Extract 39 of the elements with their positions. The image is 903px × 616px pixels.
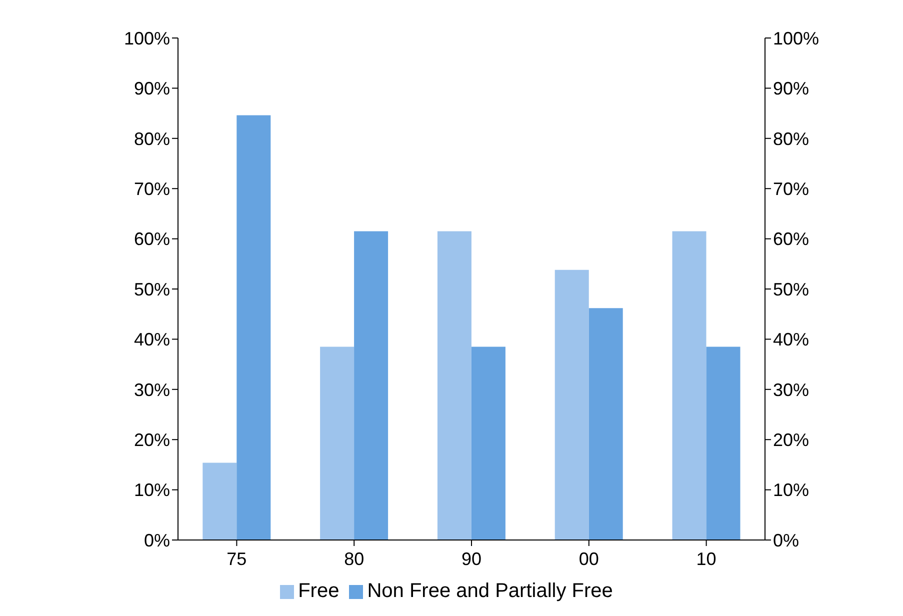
y-tick-label: 60% xyxy=(134,229,170,250)
y-tick-label: 70% xyxy=(134,178,170,199)
bar xyxy=(236,115,271,540)
bar xyxy=(202,462,237,540)
y2-tick-label: 50% xyxy=(773,279,810,300)
x-tick-label: 80 xyxy=(344,548,364,569)
bar xyxy=(588,308,623,540)
y-tick-label: 80% xyxy=(134,128,170,149)
y-tick-label: 20% xyxy=(134,430,170,450)
bar xyxy=(672,231,706,540)
x-tick-label: 90 xyxy=(461,548,482,569)
legend-label: Non Free and Partially Free xyxy=(367,580,613,602)
bar xyxy=(706,346,740,540)
bar xyxy=(471,346,506,540)
bar xyxy=(437,231,472,540)
bar xyxy=(320,346,354,540)
y-tick-label: 0% xyxy=(144,530,170,550)
y2-tick-label: 80% xyxy=(773,128,810,149)
bar xyxy=(554,270,589,540)
x-tick-label: 75 xyxy=(226,548,247,569)
x-tick-label: 00 xyxy=(578,548,599,569)
bar xyxy=(354,231,388,540)
x-tick-label: 10 xyxy=(696,548,716,569)
y2-tick-label: 30% xyxy=(773,380,810,400)
legend-label: Free xyxy=(298,580,340,602)
y2-tick-label: 70% xyxy=(773,178,810,199)
y-tick-label: 10% xyxy=(134,480,170,500)
y-tick-label: 100% xyxy=(124,28,170,48)
y2-tick-label: 40% xyxy=(773,330,810,350)
y-tick-label: 50% xyxy=(134,279,170,300)
y2-tick-label: 60% xyxy=(773,229,810,250)
y2-tick-label: 100% xyxy=(773,28,820,48)
y2-tick-label: 10% xyxy=(773,480,810,500)
y-tick-label: 40% xyxy=(134,330,170,350)
y-tick-label: 90% xyxy=(134,78,170,99)
y-tick-label: 30% xyxy=(134,380,170,400)
y2-tick-label: 20% xyxy=(773,430,810,450)
y2-tick-label: 0% xyxy=(773,530,800,550)
y2-tick-label: 90% xyxy=(773,78,810,99)
